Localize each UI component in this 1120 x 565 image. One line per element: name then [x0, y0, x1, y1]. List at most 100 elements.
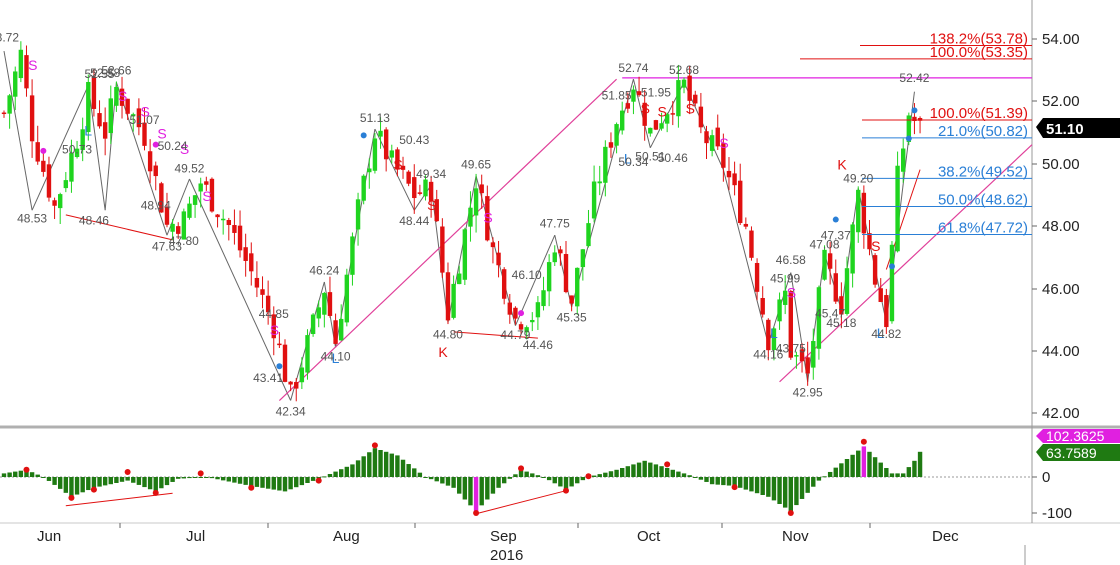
histogram-bar [490, 477, 496, 494]
histogram-bar [243, 477, 248, 485]
histogram-bar [648, 462, 653, 477]
osc-tick-label: 0 [1042, 469, 1050, 486]
wave-segment [790, 272, 809, 382]
candle-body [558, 249, 563, 254]
histogram-bar [451, 477, 456, 488]
histogram-bar [535, 475, 541, 477]
histogram-bar [625, 466, 631, 477]
histogram-bar [423, 477, 428, 478]
histogram-bar [333, 471, 338, 477]
histogram-bar [636, 462, 642, 477]
histogram-bar [86, 477, 91, 491]
candle-body [58, 194, 63, 209]
candle-body [782, 290, 788, 305]
histogram-bar [164, 477, 170, 486]
histogram-bar [339, 469, 344, 477]
signal-marker-s: S [270, 322, 279, 338]
histogram-bar [856, 450, 861, 477]
pivot-price-label: 49.34 [416, 167, 446, 181]
candle-body [339, 318, 344, 341]
candle-body [614, 124, 619, 146]
histogram-bar [653, 464, 659, 477]
histogram-bar [501, 477, 507, 484]
candle-body [608, 142, 614, 148]
candle-body [232, 225, 237, 233]
candle-body [310, 314, 316, 335]
candle-body [220, 218, 226, 221]
candle-body [816, 287, 822, 349]
osc-readout-1-badge [1036, 429, 1120, 443]
histogram-bar [125, 477, 130, 481]
candle-body [895, 165, 900, 252]
candle-body [7, 95, 12, 114]
fib-level-label: 100.0%(51.39) [930, 105, 1028, 122]
histogram-bar [80, 477, 85, 493]
pivot-price-label: 52.42 [899, 71, 929, 85]
candle-body [63, 180, 69, 189]
x-tick-label: Oct [637, 528, 661, 545]
pivot-price-label: 50.51 [635, 149, 665, 163]
x-tick-label: Jul [186, 528, 205, 545]
histogram-bar [479, 477, 484, 506]
histogram-bar [754, 477, 760, 494]
histogram-bar [917, 451, 923, 477]
histogram-bar [13, 471, 18, 477]
histogram-bar [91, 477, 97, 488]
candle-body [170, 223, 175, 232]
histogram-bar [878, 462, 883, 477]
histogram-bar [676, 471, 681, 477]
candle-body [732, 173, 737, 186]
candle-body [226, 219, 231, 226]
pivot-price-label: 50.46 [658, 151, 688, 165]
candle-body [704, 131, 709, 144]
signal-marker-s: S [658, 104, 667, 120]
histogram-bar [822, 476, 827, 478]
histogram-bar [406, 464, 411, 477]
candle-body [97, 113, 102, 127]
histogram-bar [889, 473, 895, 477]
candle-body [636, 91, 642, 96]
candle-body [277, 343, 282, 346]
candle-body [209, 178, 215, 212]
pivot-price-label: 46.58 [776, 253, 806, 267]
histogram-peak-dot [518, 465, 525, 472]
histogram-bar [204, 477, 209, 478]
histogram-peak-dot [197, 470, 204, 477]
histogram-bar [74, 477, 80, 495]
histogram-bar [558, 477, 563, 487]
pivot-price-label: 45.18 [826, 316, 856, 330]
pivot-price-label: 48.46 [79, 213, 109, 227]
histogram-bar [597, 474, 602, 477]
signal-marker-s: S [719, 135, 728, 151]
candle-body [822, 249, 827, 280]
histogram-bar [743, 477, 749, 490]
histogram-bar [608, 471, 614, 477]
y-axis-main: 42.00 44.00 46.00 48.00 50.00 52.00 54.0… [1032, 31, 1080, 422]
histogram-bar [417, 472, 423, 477]
candle-body [591, 181, 597, 219]
histogram-bar [428, 477, 434, 480]
osc-readout-2-badge [1036, 444, 1120, 461]
pivot-price-label: 52.68 [669, 63, 699, 77]
pivot-price-label: 53.72 [0, 30, 19, 44]
signal-dot [832, 216, 839, 223]
histogram-peak-dot [68, 494, 75, 501]
pivot-price-label: 52.66 [101, 63, 131, 77]
pivot-price-label: 43.75 [776, 341, 806, 355]
pivot-price-label: 42.95 [793, 385, 823, 399]
pivot-price-label: 51.07 [129, 113, 159, 127]
candle-body [839, 296, 844, 315]
histogram-bar [771, 477, 777, 501]
histogram-bar [327, 474, 333, 477]
candle-body [738, 180, 743, 224]
signal-dot [905, 135, 912, 142]
pivot-price-label: 50.34 [618, 155, 648, 169]
histogram-bar [361, 456, 366, 477]
signal-marker-s: S [427, 197, 436, 213]
pivot-price-label: 49.65 [461, 157, 491, 171]
oscillator-divergence-line [65, 492, 173, 507]
fib-level-label: 61.8%(47.72) [938, 220, 1028, 237]
signal-marker-s: S [871, 238, 880, 254]
pivot-price-label: 49.52 [174, 161, 204, 175]
candle-body [108, 98, 113, 134]
